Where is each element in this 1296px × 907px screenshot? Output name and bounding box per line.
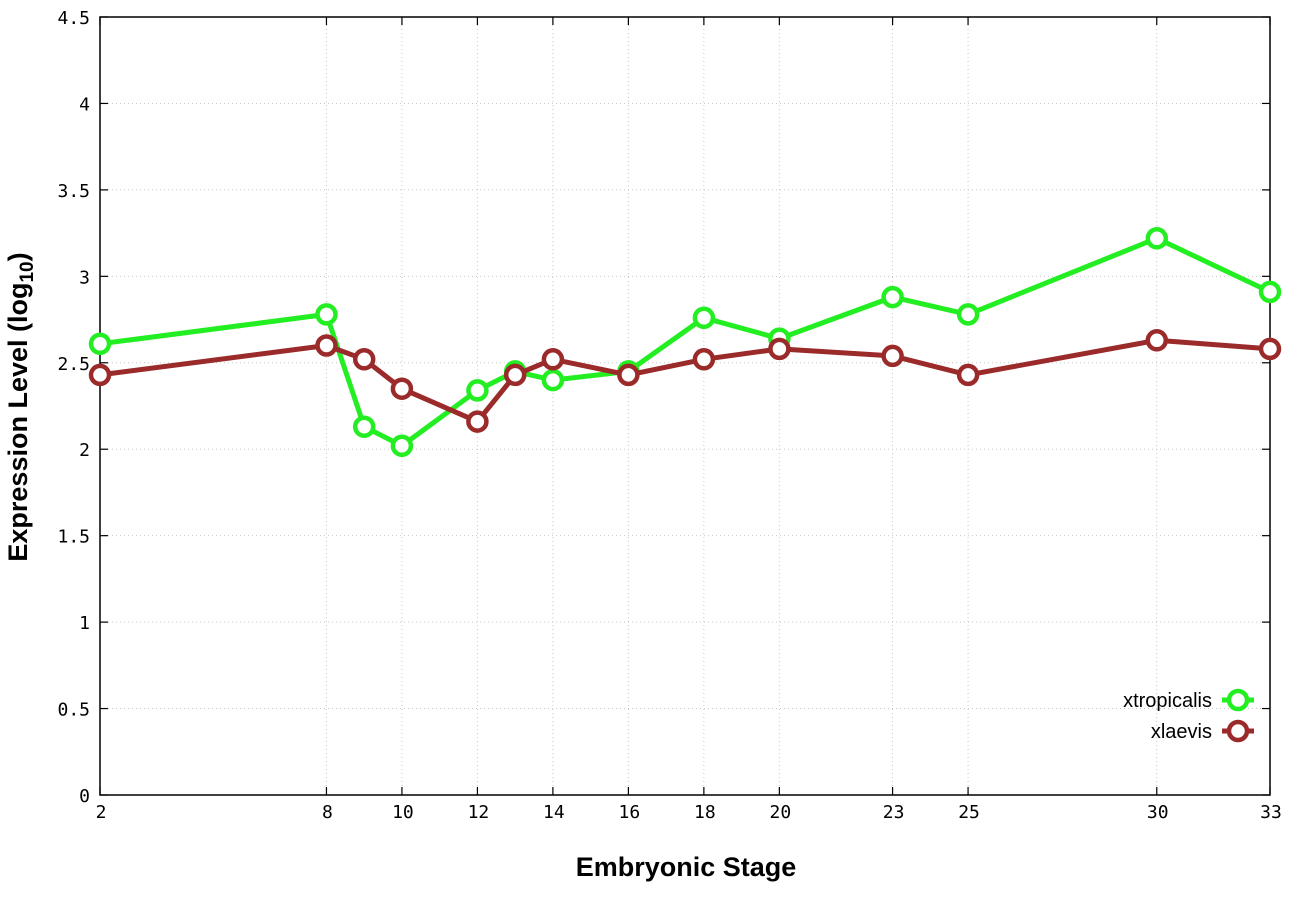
y-tick-label: 0 bbox=[79, 786, 90, 807]
x-axis-title: Embryonic Stage bbox=[576, 852, 797, 882]
y-axis-title-subscript: 10 bbox=[17, 261, 38, 282]
grid bbox=[100, 17, 1270, 795]
series-xtropicalis bbox=[88, 227, 1282, 458]
x-tick-label: 2 bbox=[96, 802, 107, 823]
y-tick-label: 4 bbox=[79, 94, 90, 115]
data-point-xlaevis bbox=[617, 363, 640, 387]
x-tick-label: 8 bbox=[322, 802, 333, 823]
x-tick-label: 12 bbox=[468, 802, 490, 823]
y-tick-label: 2 bbox=[79, 440, 90, 461]
data-point-xlaevis bbox=[88, 363, 112, 387]
data-point-xlaevis bbox=[390, 377, 414, 400]
legend-item-xtropicalis: xtropicalis bbox=[1123, 688, 1254, 712]
x-tick-label: 10 bbox=[392, 802, 414, 823]
series-xlaevis bbox=[88, 329, 1282, 433]
y-tick-label: 3 bbox=[79, 267, 90, 288]
x-tick-label: 14 bbox=[543, 802, 565, 823]
y-axis-title-main: Expression Level (log bbox=[3, 283, 33, 562]
data-point-xtropicalis bbox=[881, 285, 904, 309]
data-point-xlaevis bbox=[315, 334, 338, 357]
legend-marker bbox=[1226, 688, 1250, 712]
x-tick-label: 33 bbox=[1260, 802, 1282, 823]
y-tick-label: 3.5 bbox=[57, 181, 90, 202]
ticks: 0 0.5 1 1.5 2 2.5 3 3.5 4 4.5 2 8 10 12 14 16 18 20 23 25 30… bbox=[57, 8, 1281, 823]
data-point-xtropicalis bbox=[956, 303, 980, 326]
data-point-xtropicalis bbox=[390, 434, 414, 458]
y-tick-label: 2.5 bbox=[57, 354, 90, 375]
data-point-xtropicalis bbox=[88, 332, 112, 356]
series-line-xtropicalis bbox=[99, 235, 1272, 449]
x-tick-label: 20 bbox=[770, 802, 792, 823]
legend-label: xlaevis bbox=[1151, 721, 1212, 743]
x-tick-label: 30 bbox=[1147, 802, 1169, 823]
data-point-xtropicalis bbox=[352, 415, 376, 438]
legend-item-xlaevis: xlaevis bbox=[1151, 719, 1254, 743]
y-tick-label: 1.5 bbox=[57, 527, 90, 548]
y-tick-label: 4.5 bbox=[57, 8, 90, 29]
x-tick-label: 23 bbox=[883, 802, 905, 823]
data-point-xtropicalis bbox=[1145, 227, 1169, 250]
series bbox=[88, 227, 1282, 458]
data-point-xlaevis bbox=[466, 410, 489, 433]
data-point-xlaevis bbox=[768, 337, 791, 361]
data-point-xtropicalis bbox=[1258, 280, 1282, 304]
y-tick-label: 0.5 bbox=[57, 700, 90, 721]
data-point-xlaevis bbox=[352, 348, 376, 371]
data-point-xtropicalis bbox=[692, 306, 716, 330]
data-point-xlaevis bbox=[692, 348, 716, 371]
data-point-xlaevis bbox=[1258, 337, 1282, 361]
data-point-xlaevis bbox=[881, 344, 904, 368]
x-tick-label: 25 bbox=[958, 802, 980, 823]
data-point-xlaevis bbox=[956, 363, 980, 387]
x-tick-label: 18 bbox=[694, 802, 716, 823]
y-tick-label: 1 bbox=[79, 613, 90, 634]
data-point-xlaevis bbox=[1145, 329, 1169, 352]
series-line-xlaevis bbox=[99, 337, 1271, 425]
data-point-xlaevis bbox=[503, 363, 527, 387]
legend-label: xtropicalis bbox=[1123, 690, 1212, 712]
legend: xtropicalis xlaevis bbox=[1123, 688, 1254, 743]
legend-marker bbox=[1226, 719, 1250, 743]
data-point-xtropicalis bbox=[541, 368, 565, 392]
data-point-xtropicalis bbox=[315, 303, 338, 326]
x-tick-label: 16 bbox=[619, 802, 641, 823]
data-point-xtropicalis bbox=[466, 379, 489, 402]
y-axis-title: Expression Level (log10) bbox=[3, 252, 38, 561]
plot-frame bbox=[99, 16, 1271, 796]
data-point-xlaevis bbox=[541, 348, 565, 371]
y-axis-title-suffix: ) bbox=[3, 252, 33, 261]
